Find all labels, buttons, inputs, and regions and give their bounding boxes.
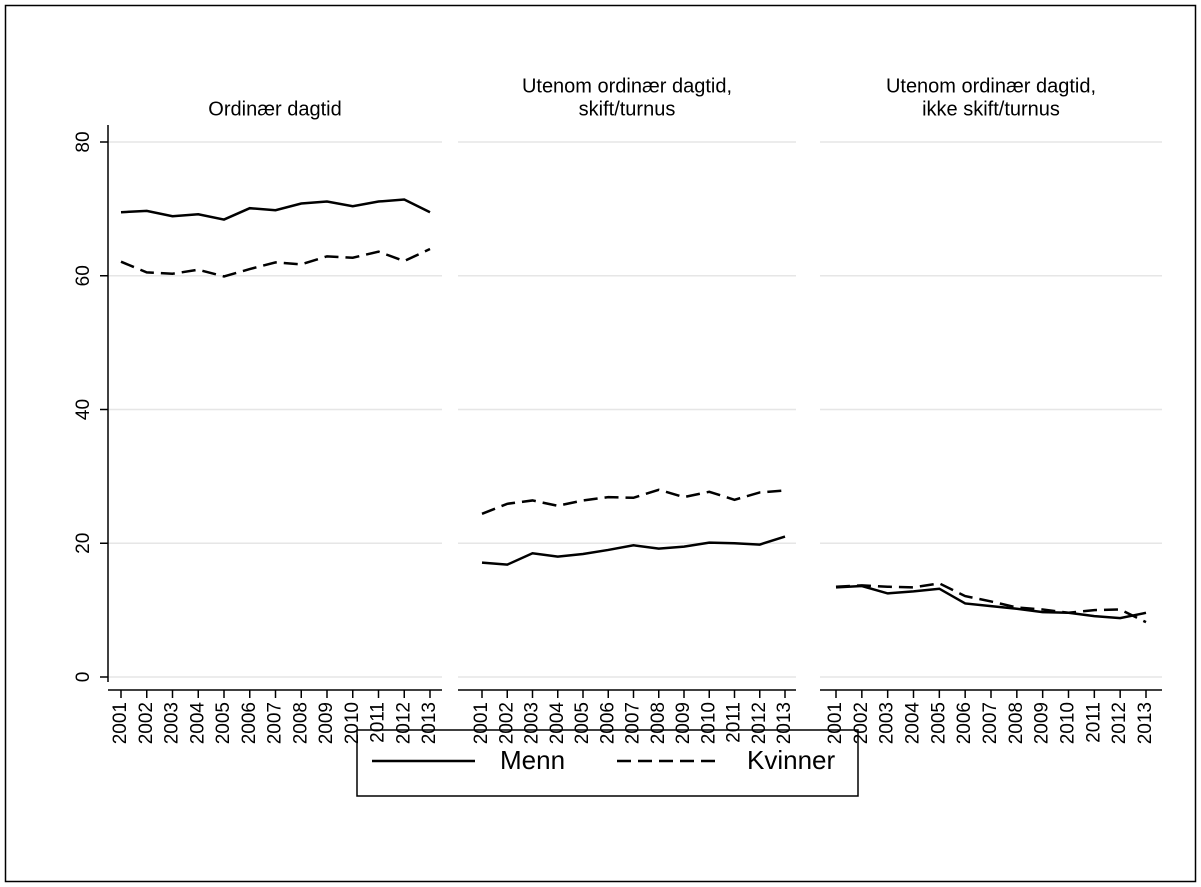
legend-box (356, 729, 859, 797)
y-tick-label: 0 (73, 672, 94, 683)
x-tick-label: 2007 (265, 702, 286, 744)
x-tick-label: 2013 (774, 702, 795, 744)
x-tick-label: 2011 (724, 702, 745, 743)
x-tick-label: 2006 (597, 702, 618, 744)
series-line (481, 535, 786, 566)
x-tick-label: 2002 (496, 702, 517, 744)
x-tick-label: 2011 (368, 702, 389, 743)
panel-title: Utenom ordinær dagtid, (522, 75, 732, 97)
x-tick-label: 2010 (342, 702, 363, 744)
x-tick-label: 2005 (928, 702, 949, 744)
series-line (120, 247, 431, 278)
y-tick-label: 80 (73, 131, 94, 152)
x-tick-label: 2007 (980, 702, 1001, 744)
panel-title: Utenom ordinær dagtid, (886, 75, 1096, 97)
x-tick-label: 2001 (825, 702, 846, 744)
x-tick-label: 2004 (903, 702, 924, 745)
x-tick-label: 2009 (1032, 702, 1053, 744)
y-tick-label: 60 (73, 265, 94, 286)
x-tick-label: 2013 (419, 702, 440, 744)
series-line (835, 582, 1147, 624)
x-tick-label: 2003 (162, 702, 183, 744)
x-tick-label: 2003 (522, 702, 543, 744)
x-tick-label: 2002 (136, 702, 157, 744)
x-tick-label: 2009 (316, 702, 337, 744)
x-tick-label: 2008 (1006, 702, 1027, 744)
panel-title: ikke skift/turnus (922, 98, 1060, 120)
legend-label: Menn (500, 745, 565, 775)
y-tick-label: 20 (73, 533, 94, 554)
x-tick-label: 2012 (1109, 702, 1130, 744)
x-tick-label: 2013 (1135, 702, 1156, 744)
x-tick-label: 2010 (698, 702, 719, 744)
x-tick-label: 2005 (213, 702, 234, 744)
x-tick-label: 2001 (471, 702, 492, 744)
y-tick-label: 40 (73, 399, 94, 420)
x-tick-label: 2006 (239, 702, 260, 744)
x-tick-label: 2008 (648, 702, 669, 744)
x-tick-label: 2006 (954, 702, 975, 744)
panel-title: Ordinær dagtid (208, 98, 341, 120)
x-tick-label: 2001 (110, 702, 131, 744)
x-tick-label: 2009 (673, 702, 694, 744)
x-tick-label: 2002 (851, 702, 872, 744)
series-line (835, 584, 1147, 620)
x-tick-label: 2012 (749, 702, 770, 744)
legend-label: Kvinner (747, 745, 835, 775)
panel-title: skift/turnus (579, 98, 676, 120)
x-tick-label: 2004 (187, 702, 208, 745)
x-tick-label: 2008 (290, 702, 311, 744)
series-line (120, 198, 431, 221)
x-tick-label: 2004 (547, 702, 568, 745)
x-tick-label: 2007 (623, 702, 644, 744)
x-tick-label: 2003 (877, 702, 898, 744)
x-tick-label: 2011 (1083, 702, 1104, 743)
series-line (481, 488, 786, 515)
x-tick-label: 2010 (1058, 702, 1079, 744)
x-tick-label: 2012 (393, 702, 414, 744)
x-tick-label: 2005 (572, 702, 593, 744)
